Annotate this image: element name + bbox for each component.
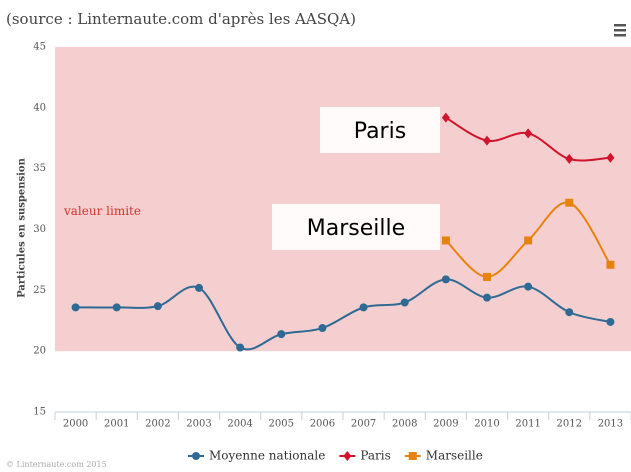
x-tick-label: 2004 bbox=[227, 419, 252, 430]
legend-item: Marseille bbox=[404, 449, 483, 463]
point bbox=[565, 198, 574, 207]
x-tick-label: 2007 bbox=[351, 419, 376, 430]
y-tick-label: 20 bbox=[33, 346, 46, 357]
series bbox=[441, 198, 615, 281]
x-tick-label: 2001 bbox=[104, 419, 129, 430]
legend-item: Moyenne nationale bbox=[188, 449, 325, 463]
x-tick-label: 2009 bbox=[433, 419, 458, 430]
point bbox=[195, 283, 203, 292]
series bbox=[71, 275, 615, 352]
y-tick-label: 45 bbox=[33, 42, 46, 53]
plot-band bbox=[55, 47, 631, 352]
x-tick-label: 2002 bbox=[145, 419, 170, 430]
point bbox=[565, 308, 574, 317]
point bbox=[318, 324, 327, 333]
x-tick-label: 2011 bbox=[515, 419, 540, 430]
point bbox=[236, 343, 245, 352]
annotation: Marseille bbox=[307, 216, 405, 241]
point bbox=[606, 317, 615, 326]
x-tick-label: 2010 bbox=[474, 419, 499, 430]
point bbox=[483, 135, 491, 146]
plot-band-label: valeur limite bbox=[63, 204, 141, 218]
point bbox=[71, 303, 80, 312]
point bbox=[343, 451, 352, 461]
credit: © Linternaute.com 2015 bbox=[6, 460, 107, 469]
annotation-box bbox=[320, 107, 440, 153]
x-tick-label: 2000 bbox=[63, 419, 88, 430]
legend-item: Paris bbox=[339, 449, 391, 463]
point bbox=[408, 452, 417, 460]
x-tick-label: 2003 bbox=[186, 419, 211, 430]
point bbox=[483, 293, 491, 302]
point bbox=[441, 112, 450, 123]
line bbox=[75, 278, 611, 351]
legend-label: Moyenne nationale bbox=[209, 449, 325, 463]
point bbox=[606, 152, 615, 163]
point bbox=[606, 260, 615, 269]
point bbox=[524, 236, 533, 245]
y-tick-label: 35 bbox=[33, 163, 46, 174]
x-tick-label: 2006 bbox=[310, 419, 335, 430]
y-tick-label: 25 bbox=[33, 285, 46, 296]
point bbox=[441, 275, 450, 284]
menu-icon[interactable] bbox=[614, 24, 626, 37]
point bbox=[524, 128, 533, 139]
point bbox=[400, 298, 409, 307]
x-tick-label: 2005 bbox=[269, 419, 294, 430]
legend-label: Paris bbox=[360, 449, 390, 463]
x-tick-label: 2012 bbox=[557, 419, 582, 430]
y-tick-label: 30 bbox=[33, 224, 46, 235]
point bbox=[441, 236, 450, 245]
point bbox=[524, 282, 533, 291]
y-tick-label: 15 bbox=[33, 407, 46, 418]
annotation: Paris bbox=[354, 119, 406, 144]
point bbox=[192, 452, 200, 460]
point bbox=[277, 330, 286, 339]
series bbox=[441, 112, 615, 164]
subtitle: (source : Linternaute.com d'après les AA… bbox=[6, 10, 356, 28]
point bbox=[565, 153, 574, 164]
y-axis-label: Particules en suspension bbox=[17, 157, 28, 297]
legend-label: Marseille bbox=[426, 449, 483, 463]
point bbox=[112, 303, 121, 312]
point bbox=[483, 272, 491, 281]
x-tick-label: 2008 bbox=[392, 419, 417, 430]
x-tick-label: 2013 bbox=[598, 419, 623, 430]
y-tick-label: 40 bbox=[33, 102, 46, 113]
annotation-box bbox=[272, 204, 440, 250]
point bbox=[359, 303, 368, 312]
point bbox=[153, 302, 162, 311]
